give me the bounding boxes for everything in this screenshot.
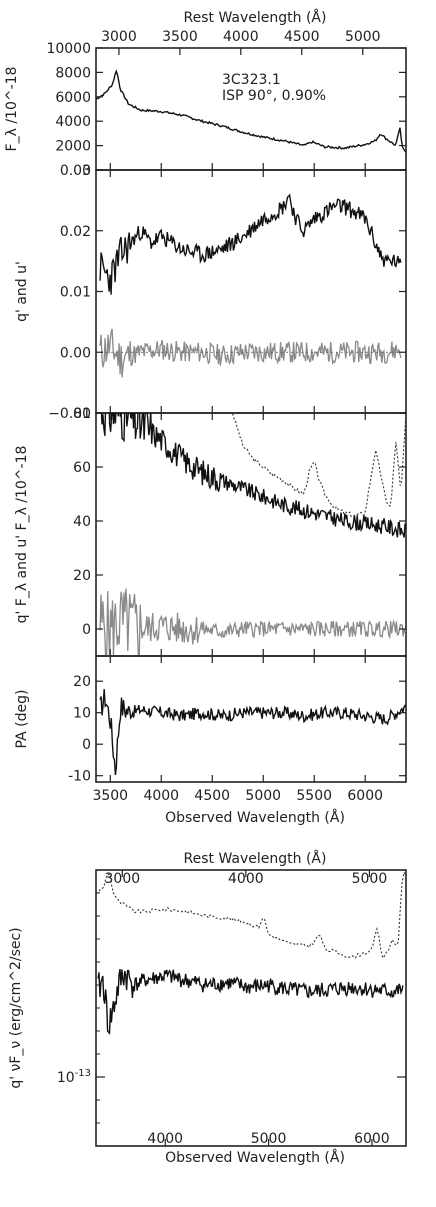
panel-2-ytick-label: 0 xyxy=(82,622,91,638)
panel-0-ylabel: F_λ /10^-18 xyxy=(4,67,20,152)
panel-1-ytick-label: 0.02 xyxy=(60,224,91,240)
u-flux-line xyxy=(99,588,406,656)
panel-4-xtick-label: 4000 xyxy=(147,1131,183,1147)
panel-4-xtick-label: 4000 xyxy=(228,871,264,887)
panel-3-xtick-label: 3500 xyxy=(92,788,128,804)
panel-2-ytick-label: 20 xyxy=(73,568,91,584)
panel-1-ytick-label: 0.03 xyxy=(60,163,91,179)
panel-3-xtick-label: 5000 xyxy=(245,788,281,804)
total-flux-dotted-line xyxy=(232,413,406,518)
panel-3-xtick-label: 4500 xyxy=(194,788,230,804)
panel-3-ylabel: PA (deg) xyxy=(14,690,30,749)
panel-0-ytick-label: 0 xyxy=(82,163,91,179)
u-prime-line xyxy=(99,328,402,378)
panel-3-frame xyxy=(95,655,407,783)
observed-wavelength-title-bottom: Observed Wavelength (Å) xyxy=(165,1149,345,1166)
panel-4-ylabel: q' νF_ν (erg/cm^2/sec) xyxy=(8,927,24,1088)
q-prime-line xyxy=(99,193,402,295)
q-flux-line xyxy=(100,413,406,538)
panel-0-ytick-label: 10000 xyxy=(46,41,91,57)
panel-4-xtick-label: 3000 xyxy=(105,871,141,887)
panel-3-ytick-label: 20 xyxy=(73,674,91,690)
panel-4-ytick-label: 10-13 xyxy=(57,1068,91,1086)
panel-1-frame xyxy=(95,169,407,414)
panel-4-xtick-label: 5000 xyxy=(251,1131,287,1147)
panel-1-ytick-label: −0.01 xyxy=(48,406,91,422)
panel-0-xtick-label: 4000 xyxy=(223,29,259,45)
panel-3-ytick-label: -10 xyxy=(68,769,91,785)
panel-0-xtick-label: 4500 xyxy=(284,29,320,45)
object-annotation: 3C323.1 xyxy=(222,72,281,88)
panel-2-ylabel: q' F_λ and u' F_λ /10^-18 xyxy=(14,446,30,624)
panel-0-xtick-label: 3500 xyxy=(162,29,198,45)
panel-2-ytick-label: 40 xyxy=(73,514,91,530)
rest-wavelength-title-top: Rest Wavelength (Å) xyxy=(184,9,327,26)
panel-4-xtick-label: 6000 xyxy=(354,1131,390,1147)
panel-0-xtick-label: 3000 xyxy=(101,29,137,45)
q-nufnu-line xyxy=(97,968,404,1035)
panel-0-ytick-label: 8000 xyxy=(55,65,91,81)
panel-1-ylabel: q' and u' xyxy=(14,261,30,322)
panel-3-ytick-label: 0 xyxy=(82,737,91,753)
panel-0-ytick-label: 6000 xyxy=(55,90,91,106)
panel-1-ytick-label: 0.01 xyxy=(60,285,91,301)
panel-4-frame xyxy=(95,869,407,1147)
panel-0-ytick-label: 2000 xyxy=(55,139,91,155)
flux-series-line xyxy=(96,69,406,153)
panel-3-ytick-label: 10 xyxy=(73,706,91,722)
panel-2-ytick-label: 60 xyxy=(73,460,91,476)
panel-2-frame xyxy=(95,412,407,657)
panel-3-xtick-label: 6000 xyxy=(347,788,383,804)
panel-0-ytick-label: 4000 xyxy=(55,114,91,130)
panel-1-ytick-label: 0.00 xyxy=(60,345,91,361)
panel-3-xtick-label: 5500 xyxy=(296,788,332,804)
isp-annotation: ISP 90°, 0.90% xyxy=(222,88,326,104)
rest-wavelength-title-bottom: Rest Wavelength (Å) xyxy=(184,850,327,867)
panel-3-xtick-label: 4000 xyxy=(143,788,179,804)
pa-line xyxy=(99,689,406,775)
panel-0-xtick-label: 5000 xyxy=(345,29,381,45)
observed-wavelength-title-mid: Observed Wavelength (Å) xyxy=(165,809,345,826)
panel-4-xtick-label: 5000 xyxy=(352,871,388,887)
panel-2-ytick-label: 80 xyxy=(73,406,91,422)
